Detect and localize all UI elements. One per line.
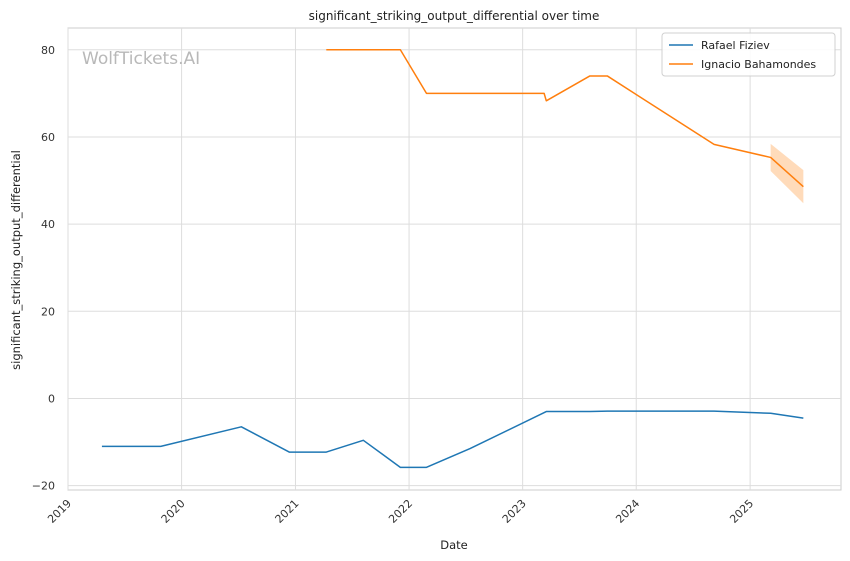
x-tick-label: 2024 [613, 497, 642, 526]
series-line-rafael-fiziev [101, 410, 804, 469]
legend-box [661, 32, 836, 77]
watermark: WolfTickets.AI [82, 49, 200, 69]
x-tick-label: 2023 [500, 497, 529, 526]
confidence-band-ignacio-bahamondes [770, 143, 804, 204]
y-tick-label: 20 [41, 305, 55, 318]
plot-background [67, 27, 842, 491]
x-axis-ticks: 2019 2020 2021 2022 2023 2024 2025 [45, 497, 756, 526]
y-tick-label: −20 [32, 480, 55, 493]
series-line-ignacio-bahamondes [326, 49, 804, 188]
x-tick-label: 2021 [273, 497, 302, 526]
x-tick-label: 2019 [45, 497, 74, 526]
x-tick-label: 2025 [727, 497, 756, 526]
y-tick-label: 0 [48, 392, 55, 405]
x-tick-label: 2022 [386, 497, 415, 526]
x-tick-label: 2020 [159, 497, 188, 526]
y-tick-label: 60 [41, 131, 55, 144]
confidence-bands [770, 143, 804, 204]
legend-label-ignacio-bahamondes: Ignacio Bahamondes [701, 58, 816, 71]
chart-title: significant_striking_output_differential… [309, 9, 600, 23]
y-tick-label: 40 [41, 218, 55, 231]
x-axis-title: Date [440, 538, 468, 552]
y-tick-label: 80 [41, 44, 55, 57]
series-lines [101, 49, 804, 469]
y-axis-title: significant_striking_output_differential [9, 150, 23, 370]
legend: Rafael Fiziev Ignacio Bahamondes [661, 32, 836, 77]
legend-label-rafael-fiziev: Rafael Fiziev [701, 39, 770, 52]
y-axis-ticks: −20 0 20 40 60 80 [32, 44, 55, 493]
